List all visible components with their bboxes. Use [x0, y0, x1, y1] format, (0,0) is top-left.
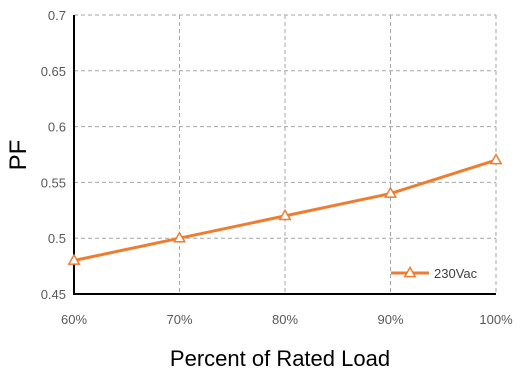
x-tick-label: 70%: [166, 312, 192, 327]
series-group: [67, 153, 503, 265]
data-point-marker: [67, 253, 81, 265]
y-tick-label: 0.7: [48, 8, 66, 23]
x-axis-title: Percent of Rated Load: [170, 346, 390, 371]
legend-label: 230Vac: [434, 266, 478, 281]
legend-triangle-marker: [403, 265, 417, 278]
y-tick-label: 0.45: [41, 287, 66, 302]
grid-lines: [74, 14, 497, 294]
data-point-marker: [489, 153, 503, 165]
data-point-marker: [278, 208, 292, 221]
x-tick-label: 80%: [272, 312, 298, 327]
x-tick-label: 90%: [377, 312, 403, 327]
y-tick-labels: 0.45 0.5 0.55 0.6 0.65 0.7: [41, 8, 66, 302]
x-tick-labels: 60% 70% 80% 90% 100%: [61, 312, 513, 327]
y-tick-label: 0.5: [48, 231, 66, 246]
y-tick-label: 0.6: [48, 120, 66, 135]
data-point-marker: [383, 186, 398, 198]
legend: 230Vac: [391, 265, 478, 281]
axes: [73, 15, 496, 295]
y-axis-title: PF: [5, 140, 32, 171]
y-tick-label: 0.65: [41, 64, 66, 79]
data-point-marker: [172, 231, 187, 243]
x-tick-label: 100%: [479, 312, 513, 327]
y-tick-label: 0.55: [41, 175, 66, 190]
x-tick-label: 60%: [61, 312, 87, 327]
